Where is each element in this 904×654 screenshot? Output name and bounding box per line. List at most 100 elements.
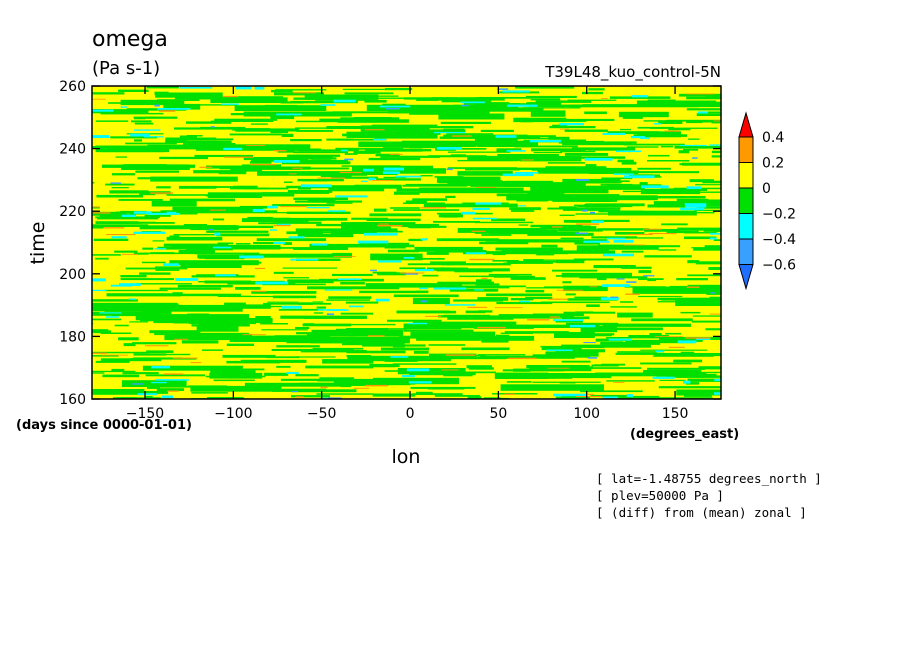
- negative-streak: [332, 111, 403, 114]
- positive-streak: [481, 277, 488, 280]
- positive-streak: [504, 393, 516, 395]
- negative-streak: [428, 387, 465, 390]
- strong-negative-streak: [276, 113, 302, 116]
- strong-negative-streak: [92, 278, 106, 282]
- negative-streak: [593, 364, 611, 367]
- strong-negative-streak: [395, 175, 423, 178]
- negative-streak: [114, 324, 129, 327]
- negative-streak: [295, 374, 319, 377]
- negative-streak: [510, 277, 546, 280]
- strong-negative-streak: [502, 90, 530, 93]
- negative-streak: [420, 175, 433, 177]
- field-band-orange: [92, 92, 721, 398]
- colorbar: 0.4 0.2 0 −0.2 −0.4 −0.6: [738, 111, 796, 291]
- colorbar-segment: [738, 238, 754, 265]
- negative-streak: [646, 196, 706, 199]
- negative-streak: [102, 374, 139, 378]
- negative-streak: [74, 96, 88, 97]
- negative-streak: [407, 263, 453, 266]
- negative-streak: [374, 208, 387, 212]
- negative-patch: [234, 105, 327, 111]
- negative-streak: [133, 353, 167, 356]
- negative-streak: [262, 192, 330, 194]
- negative-patch: [347, 355, 451, 362]
- negative-patch: [229, 335, 328, 342]
- y-tick-label: 240: [59, 142, 86, 158]
- positive-streak: [367, 335, 385, 337]
- negative-streak: [275, 89, 327, 91]
- negative-patch: [309, 243, 402, 248]
- negative-streak: [428, 344, 466, 346]
- negative-streak: [614, 327, 663, 331]
- negative-streak: [201, 349, 223, 351]
- negative-patch: [163, 103, 201, 110]
- very-negative-streak: [73, 129, 82, 130]
- positive-streak: [254, 267, 266, 269]
- positive-streak: [166, 390, 179, 392]
- positive-streak: [92, 352, 107, 354]
- negative-streak: [536, 253, 555, 256]
- negative-streak: [312, 301, 324, 303]
- strong-negative-streak: [157, 108, 191, 110]
- negative-streak: [146, 350, 174, 353]
- strong-negative-streak: [273, 241, 285, 244]
- negative-patch: [561, 272, 632, 278]
- negative-streak: [263, 302, 331, 305]
- negative-streak: [698, 121, 721, 123]
- negative-patch: [207, 192, 263, 198]
- negative-streak: [686, 96, 721, 100]
- negative-streak: [600, 342, 661, 345]
- strong-negative-streak: [133, 231, 166, 234]
- negative-streak: [714, 229, 721, 232]
- negative-streak: [573, 258, 614, 261]
- negative-streak: [226, 343, 255, 346]
- negative-streak: [300, 378, 325, 381]
- negative-streak: [412, 198, 447, 201]
- negative-streak: [277, 150, 294, 153]
- negative-streak: [290, 100, 358, 104]
- positive-streak: [150, 192, 173, 194]
- negative-streak: [476, 279, 492, 283]
- negative-streak: [92, 330, 112, 334]
- negative-streak: [601, 177, 633, 180]
- negative-streak: [692, 315, 721, 317]
- negative-streak: [561, 395, 578, 398]
- negative-streak: [690, 339, 703, 342]
- negative-streak: [183, 138, 234, 141]
- negative-streak: [109, 190, 149, 194]
- positive-streak: [246, 145, 265, 146]
- negative-patch: [153, 318, 273, 324]
- negative-streak: [145, 374, 206, 377]
- negative-streak: [442, 216, 458, 218]
- negative-streak: [609, 96, 671, 99]
- strong-negative-streak: [364, 232, 398, 236]
- negative-streak: [639, 182, 648, 185]
- negative-streak: [593, 219, 630, 222]
- negative-streak: [169, 235, 180, 238]
- negative-streak: [392, 363, 457, 365]
- negative-streak: [261, 329, 308, 331]
- strong-negative-streak: [106, 316, 119, 318]
- very-negative-streak: [208, 228, 214, 231]
- positive-streak: [643, 228, 662, 230]
- negative-streak: [514, 145, 578, 148]
- strong-negative-streak: [584, 158, 613, 161]
- negative-streak: [134, 122, 154, 125]
- negative-patch: [228, 304, 271, 309]
- negative-streak: [590, 367, 642, 369]
- positive-streak: [627, 233, 653, 235]
- negative-streak: [575, 213, 613, 215]
- x-tick-label: 0: [406, 406, 415, 422]
- negative-patch: [582, 104, 699, 108]
- negative-streak: [704, 245, 721, 248]
- negative-streak: [622, 116, 643, 119]
- negative-streak: [640, 362, 692, 365]
- negative-streak: [408, 238, 423, 242]
- negative-patch: [401, 140, 496, 147]
- negative-streak: [260, 210, 278, 214]
- negative-patch: [636, 100, 717, 107]
- negative-patch: [423, 203, 518, 208]
- negative-streak: [555, 396, 591, 399]
- negative-streak: [711, 150, 721, 154]
- negative-streak: [584, 111, 607, 115]
